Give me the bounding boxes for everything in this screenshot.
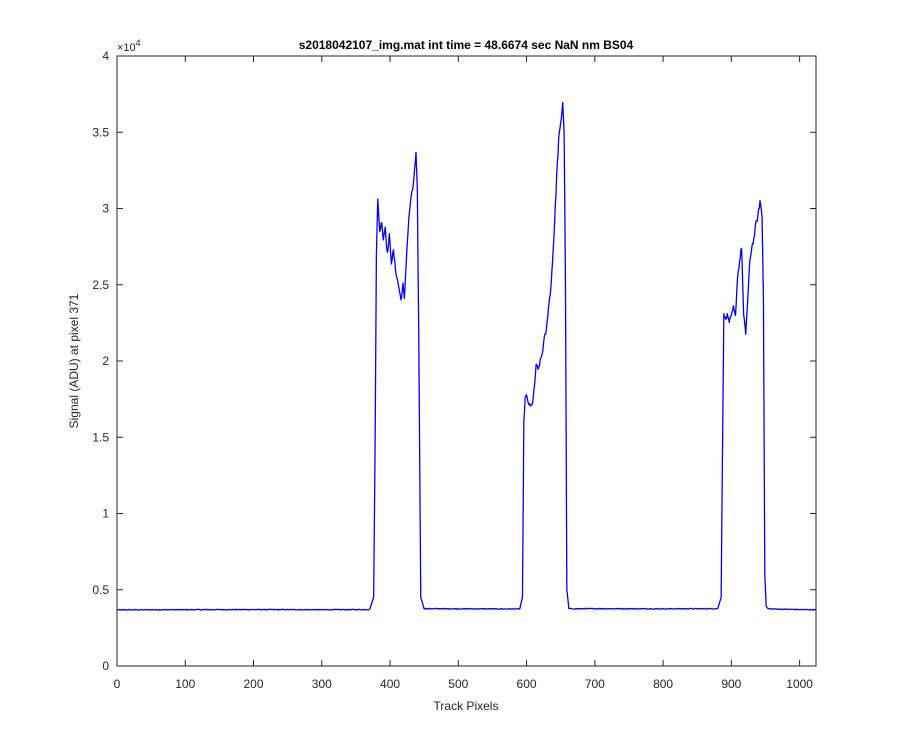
y-tick-label: 3 [102, 202, 109, 216]
x-tick-label: 200 [244, 677, 264, 691]
series-line [116, 101, 817, 611]
y-tick-label: 2 [102, 354, 109, 368]
x-tick-label: 300 [312, 677, 332, 691]
series-layer [116, 101, 817, 611]
x-tick-label: 500 [448, 677, 468, 691]
y-exponent-label: ×104 [117, 38, 141, 54]
y-tick-label: 1 [102, 507, 109, 521]
plot-area: 0 100 200 300 400 500 600 700 800 900 1000 0 0.5 1 1.… [92, 49, 817, 691]
y-exponent-power: 4 [136, 38, 141, 48]
chart-title: s2018042107_img.mat int time = 48.6674 s… [299, 38, 634, 52]
y-exponent-base: ×10 [117, 42, 136, 54]
axes-background [117, 56, 816, 666]
x-ticks: 0 100 200 300 400 500 600 700 800 900 1000 [114, 56, 813, 691]
y-tick-label: 3.5 [92, 125, 109, 139]
y-tick-label: 2.5 [92, 278, 109, 292]
y-tick-label: 0.5 [92, 583, 109, 597]
x-tick-label: 900 [721, 677, 741, 691]
svg-text:×104: ×104 [117, 38, 141, 54]
x-tick-label: 100 [175, 677, 195, 691]
x-tick-label: 600 [517, 677, 537, 691]
x-axis-label: Track Pixels [434, 699, 499, 713]
y-tick-label: 0 [102, 659, 109, 673]
axes-box [116, 55, 817, 667]
x-tick-label: 1000 [786, 677, 813, 691]
y-ticks: 0 0.5 1 1.5 2 2.5 3 3.5 4 [92, 49, 816, 673]
y-tick-label: 4 [102, 49, 109, 63]
y-tick-label: 1.5 [92, 430, 109, 444]
y-axis-label: Signal (ADU) at pixel 371 [67, 293, 81, 428]
x-tick-label: 0 [114, 677, 121, 691]
x-tick-label: 700 [585, 677, 605, 691]
x-tick-label: 400 [380, 677, 400, 691]
x-tick-label: 800 [653, 677, 673, 691]
